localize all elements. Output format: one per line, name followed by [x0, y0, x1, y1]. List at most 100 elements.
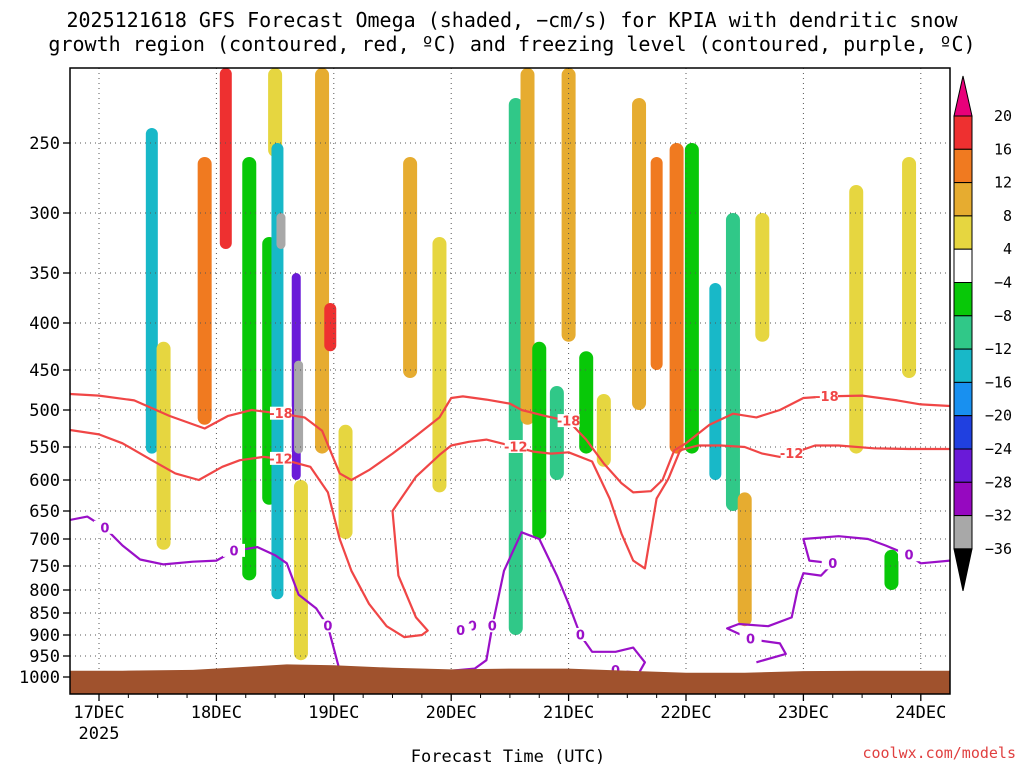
omega-cell: [293, 480, 308, 661]
omega-cell: [197, 157, 212, 425]
omega-cell: [294, 360, 304, 454]
omega-cell: [268, 68, 283, 157]
omega-cell: [549, 386, 564, 480]
x-tick-label: 18DEC: [191, 703, 242, 723]
omega-cell: [242, 157, 257, 581]
freezing-contour-label: 0: [229, 544, 238, 559]
dgz-contour-label: -18: [557, 415, 581, 430]
x-axis-label: Forecast Time (UTC): [411, 747, 605, 767]
x-tick-label: 20DEC: [426, 703, 477, 723]
contour-label-bg: [449, 623, 472, 637]
omega-cell: [632, 98, 647, 410]
y-tick-label: 500: [29, 401, 60, 421]
y-tick-label: 800: [29, 581, 60, 601]
omega-cell: [579, 351, 594, 454]
contours: -18-18-18-12-12-12000000000000: [70, 389, 950, 679]
omega-shading: [145, 68, 917, 661]
omega-cell: [403, 157, 418, 378]
x-axis: 17DEC 18DEC 19DEC 20DEC 21DEC 22DEC 23DEC 24DEC…: [73, 694, 946, 744]
dgz-contour-label: -12: [780, 447, 804, 462]
y-tick-label: 600: [29, 471, 60, 491]
omega-cell: [219, 68, 232, 249]
freezing-contour-label: 0: [456, 624, 465, 639]
omega-cell: [755, 213, 770, 342]
y-tick-label: 300: [29, 204, 60, 224]
colorbar-swatch: [953, 115, 973, 150]
x-tick-label: 23DEC: [778, 703, 829, 723]
freezing-contour-label: 0: [905, 549, 914, 564]
colorbar-swatch: [953, 515, 973, 550]
contour-label-bg: [316, 619, 339, 633]
omega-cell: [650, 157, 663, 370]
colorbar-label: 20: [994, 107, 1012, 125]
dgz-contour-label: -12: [269, 452, 293, 467]
colorbar-swatch: [953, 481, 973, 517]
colorbar-swatch: [953, 248, 973, 283]
x-tick-label: 17DEC: [73, 703, 124, 723]
colorbar-label: 16: [994, 140, 1012, 158]
contour-label-bg: [569, 628, 592, 641]
colorbar-swatch: [953, 282, 973, 317]
omega-cell: [849, 185, 864, 454]
colorbar-swatch: [953, 182, 973, 217]
dgz-contour-label: -18: [815, 390, 839, 405]
contour-label-bg: [780, 446, 803, 460]
colorbar-swatch: [953, 348, 973, 383]
grid: [70, 68, 950, 694]
colorbar-swatch: [953, 381, 973, 417]
colorbar-label: −36: [985, 540, 1012, 558]
y-tick-label: 450: [29, 361, 60, 381]
x-tick-label: 19DEC: [308, 703, 359, 723]
y-tick-label: 850: [29, 604, 60, 624]
colorbar-label: 12: [994, 174, 1012, 192]
colorbar: 20 16 12 8 4 −4 −8 −12 −16 −20 −24 −28 −32 −36: [953, 75, 1012, 592]
omega-cell: [669, 143, 684, 454]
omega-cell: [884, 549, 899, 590]
y-tick-label: 750: [29, 557, 60, 577]
dgz-contour-label: -18: [269, 407, 293, 422]
omega-cell: [520, 68, 535, 425]
omega-cell: [596, 394, 611, 467]
contour-label-bg: [269, 406, 292, 420]
omega-cell: [156, 341, 171, 550]
colorbar-label: −12: [985, 340, 1012, 358]
y-tick-label: 350: [29, 264, 60, 284]
colorbar-swatch: [953, 415, 973, 450]
y-tick-label: 400: [29, 314, 60, 334]
freezing-contour-label: 0: [746, 633, 755, 648]
omega-cell: [902, 157, 917, 378]
contour-label-bg: [223, 543, 246, 557]
chart-title-line1: 2025121618 GFS Forecast Omega (shaded, −…: [66, 8, 958, 32]
y-tick-label: 900: [29, 626, 60, 646]
colorbar-label: −32: [985, 507, 1012, 525]
colorbar-top-arrow: [953, 75, 973, 117]
chart-title-line2: growth region (contoured, red, ºC) and f…: [48, 32, 975, 56]
colorbar-swatch: [953, 315, 973, 350]
freezing-contour-label: 0: [488, 620, 497, 635]
omega-cell: [145, 128, 158, 454]
omega-cell: [271, 143, 284, 600]
colorbar-bottom-arrow: [953, 548, 973, 592]
colorbar-swatch: [953, 215, 973, 250]
y-tick-label: 550: [29, 438, 60, 458]
freezing-contour-label: 0: [468, 620, 477, 635]
omega-cell: [432, 237, 447, 493]
omega-cell: [561, 68, 576, 342]
omega-cell: [737, 492, 752, 627]
colorbar-swatch: [953, 148, 973, 184]
dgz-contour-label: -12: [504, 441, 528, 456]
omega-cell: [725, 213, 740, 511]
colorbar-label: −20: [985, 407, 1012, 425]
y-tick-label: 700: [29, 530, 60, 550]
colorbar-label: −4: [994, 274, 1012, 292]
x-tick-label: 24DEC: [895, 703, 946, 723]
omega-cell: [276, 213, 286, 249]
colorbar-label: 4: [1003, 240, 1012, 258]
colorbar-label: −16: [985, 373, 1012, 391]
omega-cell: [315, 68, 330, 454]
credit-text: coolwx.com/models: [862, 744, 1016, 762]
freezing-contour-label: 0: [828, 557, 837, 572]
y-tick-label: 250: [29, 134, 60, 154]
freezing-contour-label: 0: [100, 521, 109, 536]
